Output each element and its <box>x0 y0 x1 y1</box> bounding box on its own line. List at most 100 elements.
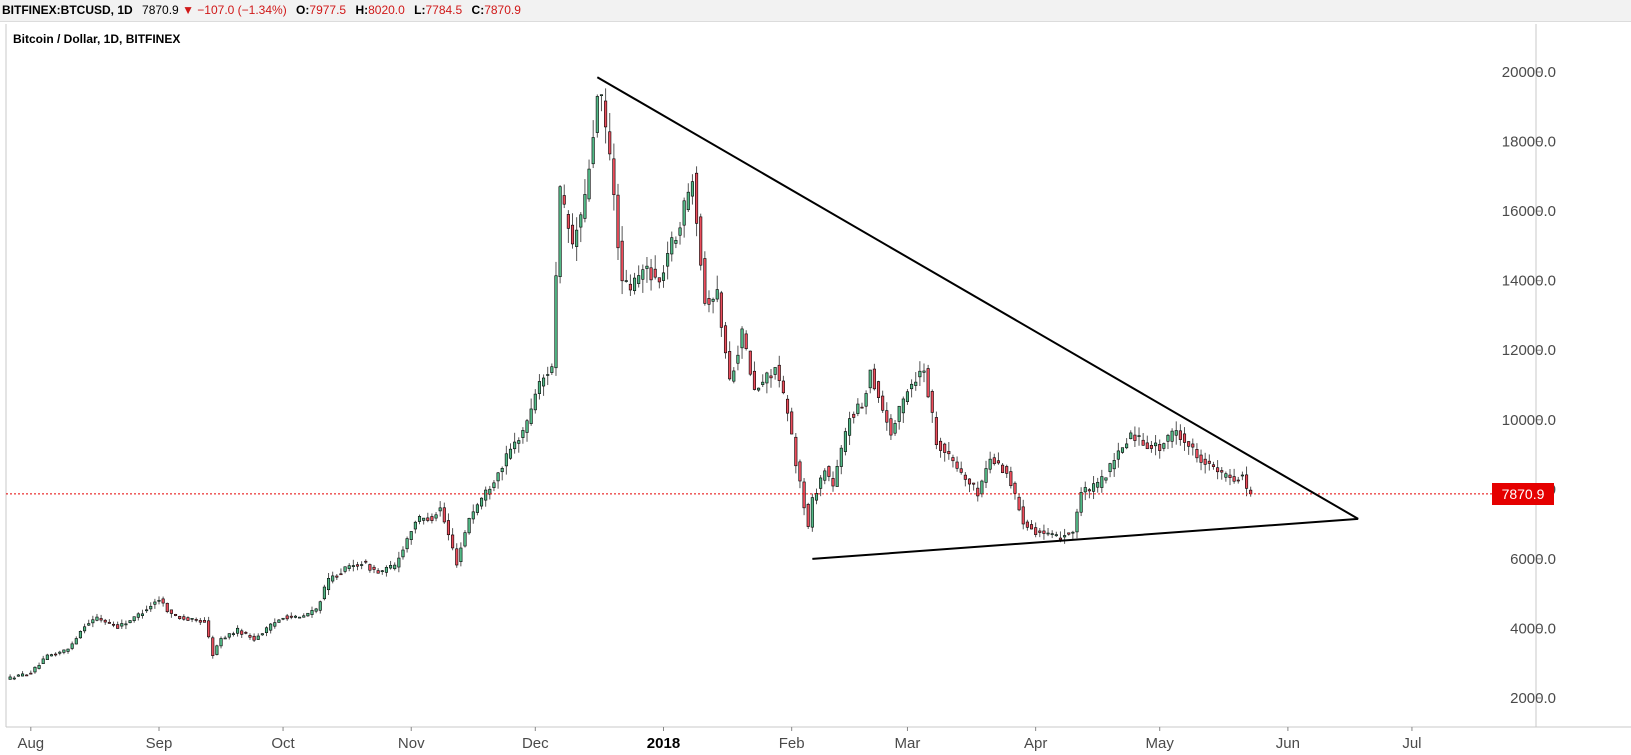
symbol-label[interactable]: BITFINEX:BTCUSD, 1D <box>2 3 133 17</box>
candle <box>583 179 587 223</box>
candle <box>814 488 819 505</box>
candle-body <box>1154 442 1158 447</box>
candle <box>207 616 211 639</box>
candle <box>314 607 318 614</box>
candle-body <box>542 377 546 387</box>
candle <box>289 612 293 620</box>
candle <box>707 290 711 313</box>
candle <box>517 437 521 453</box>
candle <box>674 236 678 249</box>
candle <box>748 350 752 377</box>
candle <box>211 635 215 659</box>
candle <box>579 212 583 243</box>
time-tick-label: Nov <box>398 735 425 752</box>
candle <box>1125 438 1129 450</box>
trendlines[interactable] <box>596 76 1359 560</box>
candle <box>1005 464 1009 478</box>
candle-body <box>1029 524 1034 530</box>
candle <box>616 183 620 261</box>
candle-body <box>554 275 558 369</box>
candle <box>302 613 306 618</box>
candle-body <box>1125 443 1129 449</box>
candle <box>897 405 901 430</box>
price-tick-label: 12000.0 <box>1502 342 1556 359</box>
candle-body <box>550 366 554 373</box>
candle-body <box>343 566 347 572</box>
candle-body <box>186 617 190 621</box>
support-trendline[interactable] <box>812 517 1359 560</box>
candle-body <box>508 448 513 459</box>
candle <box>496 472 500 489</box>
candle <box>537 374 541 400</box>
time-tick-label: Dec <box>522 735 549 752</box>
candle-body <box>612 158 616 196</box>
candle <box>198 617 202 625</box>
candle <box>525 418 529 442</box>
candles <box>8 88 1253 681</box>
candle-body <box>525 420 529 433</box>
candle <box>575 217 579 262</box>
candle-body <box>1228 474 1232 478</box>
candle <box>612 143 616 211</box>
candle-body <box>401 549 405 558</box>
candle-body <box>831 478 835 487</box>
price-chart[interactable]: 2000.04000.06000.08000.010000.012000.014… <box>0 22 1631 755</box>
candle-body <box>1050 533 1054 535</box>
candle <box>422 517 426 525</box>
candle-body <box>471 511 475 520</box>
candle <box>620 226 624 295</box>
symbol-header: BITFINEX:BTCUSD, 1D 7870.9 ▼ −107.0 (−1.… <box>0 0 1631 22</box>
candle-body <box>1116 450 1120 460</box>
candle-body <box>83 626 87 632</box>
candle <box>558 185 562 284</box>
candle-body <box>1249 489 1253 495</box>
price-axis[interactable]: 2000.04000.06000.08000.010000.012000.014… <box>1502 64 1556 707</box>
candle <box>360 561 364 570</box>
candle-body <box>856 403 860 414</box>
candle <box>252 633 256 642</box>
candle-body <box>748 350 752 375</box>
candle-body <box>174 613 178 616</box>
candle-body <box>666 253 670 267</box>
candle <box>1116 442 1120 468</box>
candle-body <box>236 627 240 634</box>
candle <box>1067 532 1071 536</box>
candle-body <box>1104 477 1108 481</box>
candle-body <box>1245 474 1249 489</box>
candle <box>690 174 694 205</box>
chart-title: Bitcoin / Dollar, 1D, BITFINEX <box>13 32 181 46</box>
candle <box>87 619 91 626</box>
candle <box>1203 452 1207 474</box>
candle <box>165 602 169 614</box>
candle-body <box>25 674 29 677</box>
candle <box>645 256 649 283</box>
candle-body <box>1224 473 1228 478</box>
candle-body <box>1100 476 1104 488</box>
candle <box>695 166 699 237</box>
candle <box>20 671 25 677</box>
candle <box>1240 471 1244 481</box>
candle <box>116 621 120 629</box>
candle-body <box>1240 474 1244 477</box>
candle <box>798 459 802 489</box>
candle <box>331 571 335 584</box>
candle-body <box>182 616 186 620</box>
candle-body <box>223 637 227 640</box>
candle <box>955 456 959 472</box>
candle-body <box>918 370 922 378</box>
time-tick-label: 2018 <box>647 735 680 752</box>
candle <box>442 502 446 524</box>
candle-body <box>996 460 1000 464</box>
candle-body <box>136 613 140 618</box>
time-axis[interactable]: Aug Sep Oct Nov Dec 2018 Feb Mar Apr May Jun Jul <box>17 727 1422 752</box>
candle-body <box>806 503 810 527</box>
candle <box>1199 449 1203 471</box>
candle <box>140 609 144 619</box>
candle <box>757 387 761 392</box>
resistance-trendline[interactable] <box>596 76 1359 520</box>
candle <box>972 482 976 491</box>
candle <box>484 486 488 507</box>
candle <box>256 633 260 640</box>
candle-body <box>955 461 959 469</box>
candle <box>513 432 517 454</box>
